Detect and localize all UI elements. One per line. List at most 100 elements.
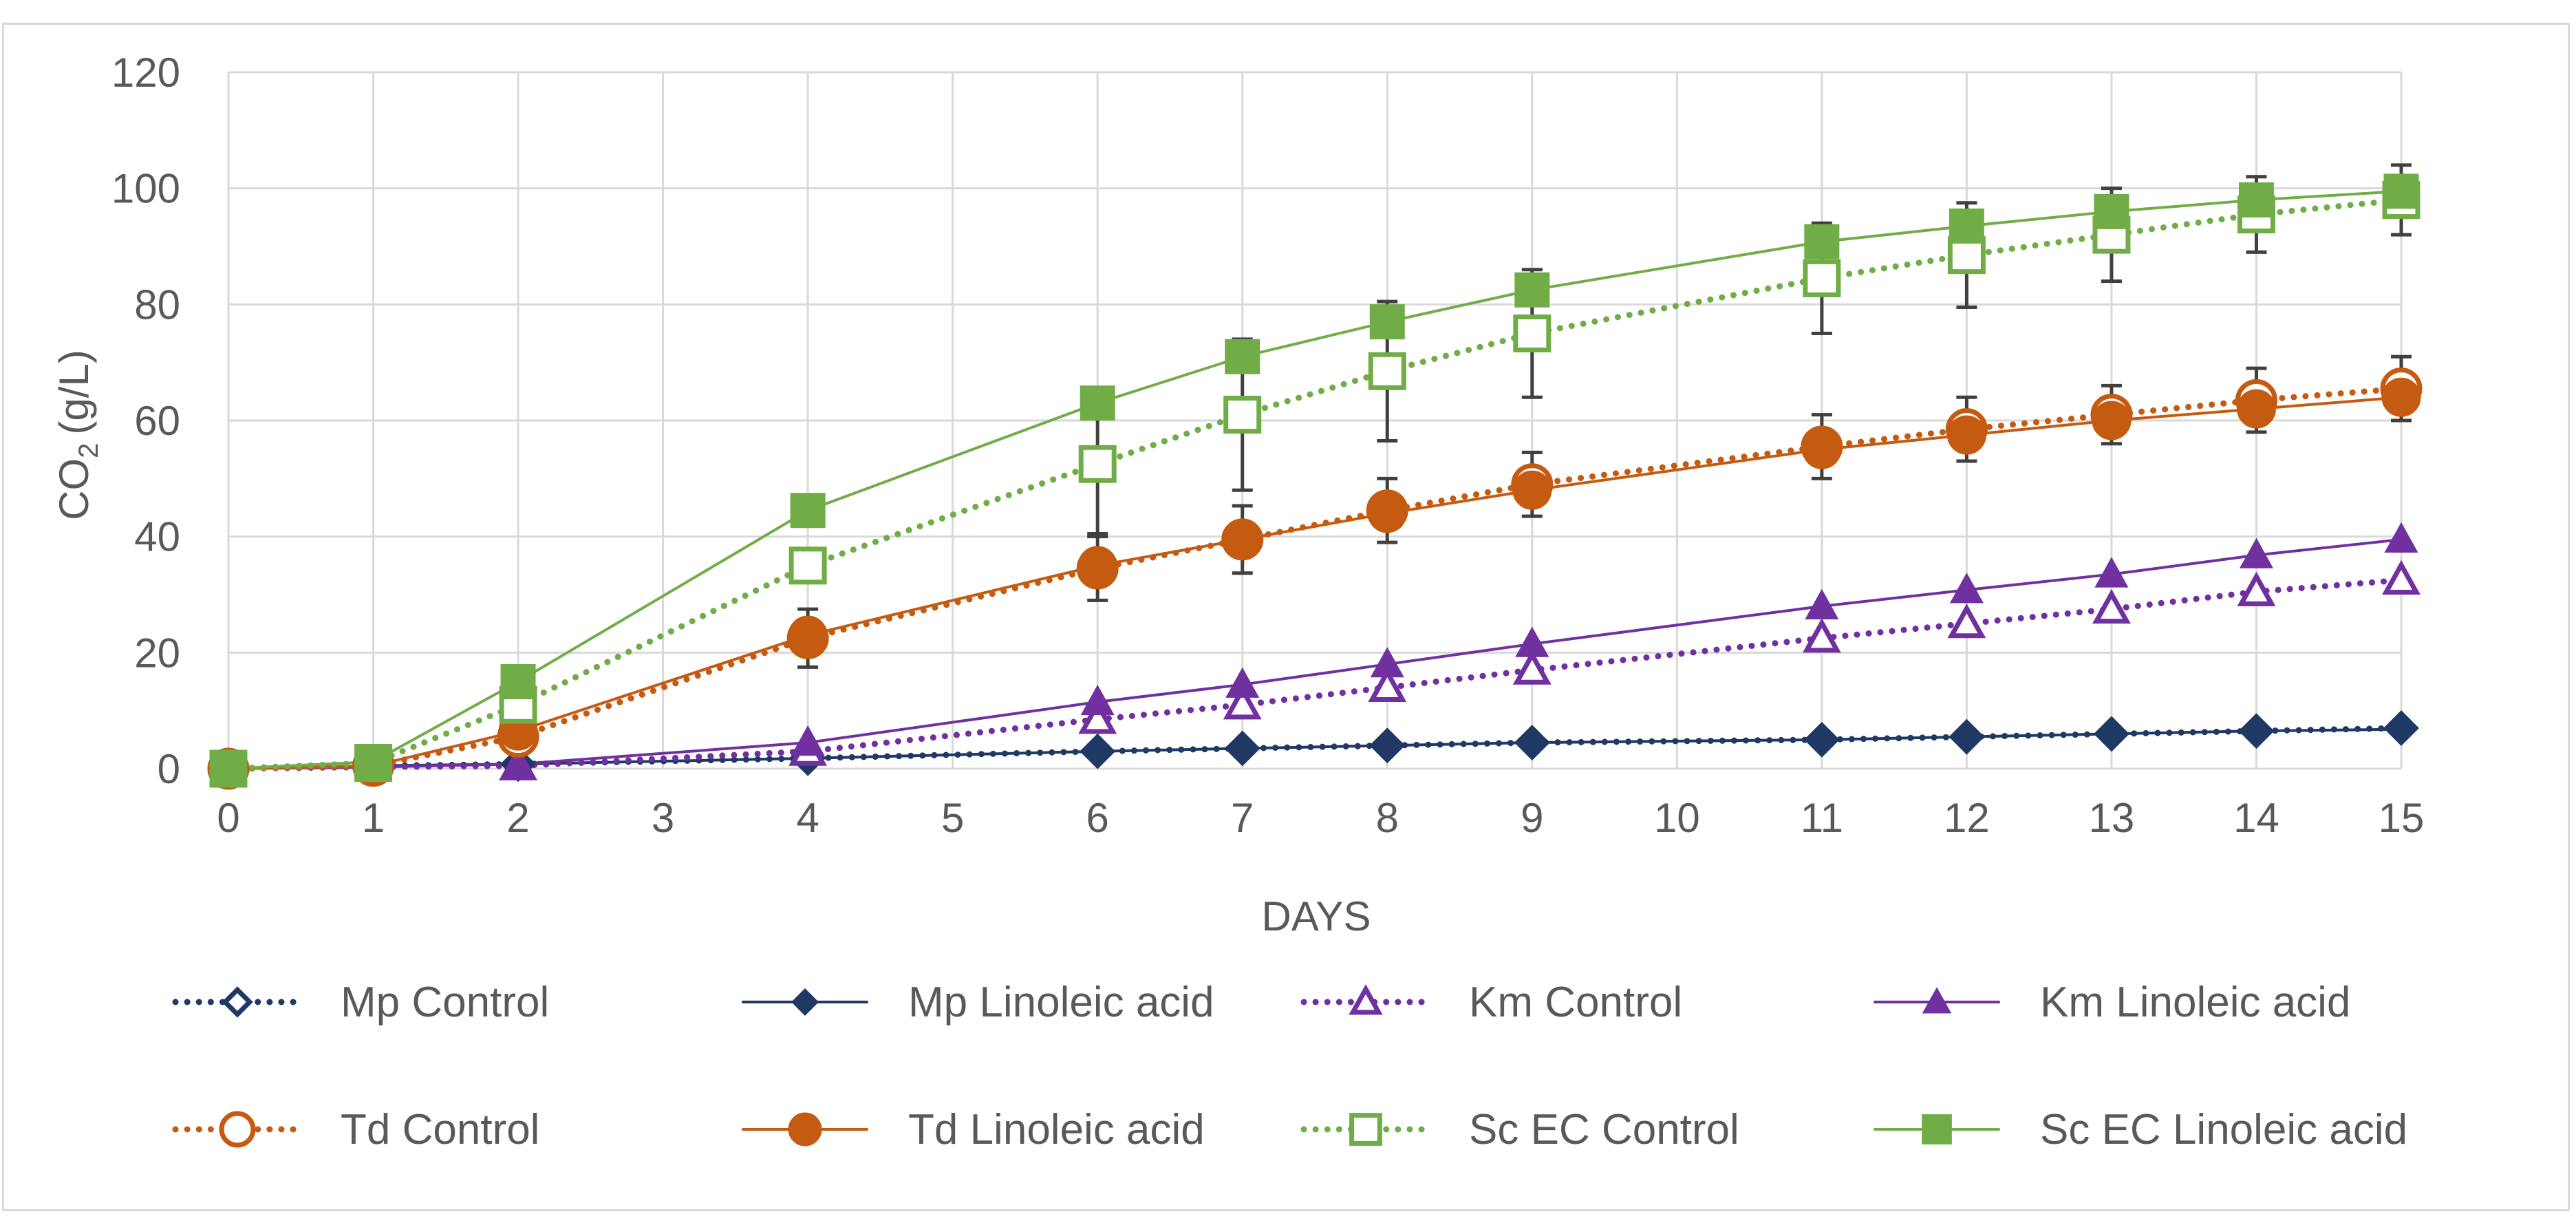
- data-point-5-3: [788, 615, 828, 655]
- legend-marker-4: [219, 1111, 256, 1148]
- legend-entry-0: Mp Control: [172, 979, 549, 1026]
- y-tick-label-100: 100: [111, 166, 180, 212]
- data-point-2-4: [1078, 699, 1117, 734]
- x-tick-label-8: 8: [1376, 795, 1399, 841]
- data-point-1-11: [2240, 715, 2273, 747]
- legend-label-5: Td Linoleic acid: [908, 1106, 1205, 1153]
- data-point-6-7: [1513, 315, 1552, 352]
- data-point-7-10: [2094, 193, 2129, 229]
- data-point-1-4: [1082, 735, 1114, 767]
- legend-entry-5: Td Linoleic acid: [742, 1106, 1205, 1153]
- data-point-2-10: [2092, 588, 2131, 624]
- data-point-1-6: [1371, 729, 1404, 762]
- data-point-5-12: [2381, 377, 2421, 417]
- data-point-7-3: [790, 493, 826, 529]
- y-axis-title-units: (g/L): [51, 350, 97, 434]
- data-point-5-4: [1077, 546, 1117, 586]
- data-point-2-7: [1512, 650, 1552, 685]
- data-point-5-5: [1223, 520, 1263, 560]
- legend-label-7: Sc EC Linoleic acid: [2040, 1106, 2407, 1153]
- series-line-1: [227, 727, 2403, 770]
- data-point-7-6: [1369, 304, 1405, 340]
- x-tick-label-4: 4: [796, 795, 819, 841]
- y-tick-label-0: 0: [158, 746, 180, 792]
- data-point-5-9: [1946, 415, 1986, 455]
- data-point-6-6: [1368, 352, 1406, 390]
- legend-label-6: Sc EC Control: [1469, 1106, 1739, 1153]
- data-point-7-9: [1949, 208, 1984, 244]
- grid-layer: [227, 71, 2403, 770]
- legend-marker-1: [791, 988, 819, 1016]
- data-point-5-7: [1512, 470, 1552, 510]
- legend-marker-2: [1349, 984, 1383, 1015]
- y-tick-label-80: 80: [134, 281, 180, 328]
- data-point-7-11: [2238, 182, 2274, 218]
- data-point-3-12: [2384, 522, 2418, 553]
- x-tick-label-5: 5: [941, 795, 964, 841]
- y-tick-label-20: 20: [134, 630, 180, 676]
- data-point-7-5: [1225, 339, 1260, 374]
- data-point-3-11: [2239, 537, 2274, 568]
- legend-label-0: Mp Control: [341, 979, 549, 1026]
- legend-entry-1: Mp Linoleic acid: [742, 979, 1214, 1026]
- legend-marker-3: [1922, 987, 1952, 1014]
- y-axis-title-subscript: 2: [74, 443, 104, 458]
- legend-entry-7: Sc EC Linoleic acid: [1874, 1106, 2407, 1153]
- y-axis-title-main: CO: [51, 458, 97, 520]
- data-point-3-2: [501, 747, 535, 778]
- data-point-7-8: [1804, 224, 1840, 259]
- series-layer: [225, 189, 2405, 772]
- y-tick-label-120: 120: [111, 50, 180, 96]
- legend: Mp Control Mp Linoleic acid Km Control Km L…: [172, 979, 2407, 1153]
- data-point-1-7: [1516, 726, 1548, 759]
- x-tick-label-1: 1: [362, 795, 385, 841]
- data-point-3-4: [1080, 684, 1115, 716]
- x-tick-label-2: 2: [506, 795, 529, 841]
- y-tick-label-60: 60: [134, 398, 180, 444]
- data-point-6-4: [1078, 445, 1117, 483]
- data-point-2-8: [1802, 618, 1841, 653]
- x-tick-label-13: 13: [2089, 795, 2135, 841]
- x-tick-label-9: 9: [1521, 795, 1543, 841]
- legend-entry-2: Km Control: [1300, 979, 1682, 1026]
- data-point-5-11: [2236, 389, 2276, 429]
- legend-marker-6: [1349, 1113, 1382, 1146]
- x-tick-label-15: 15: [2379, 795, 2425, 841]
- x-tick-label-12: 12: [1944, 795, 1990, 841]
- data-point-5-8: [1802, 429, 1842, 469]
- data-point-1-10: [2095, 718, 2128, 750]
- x-tick-label-14: 14: [2233, 795, 2279, 841]
- legend-marker-5: [788, 1112, 822, 1147]
- legend-entry-6: Sc EC Control: [1300, 1106, 1739, 1153]
- y-tick-label-40: 40: [134, 514, 180, 560]
- data-point-6-8: [1803, 259, 1841, 297]
- legend-marker-0: [222, 986, 253, 1018]
- data-point-2-5: [1223, 685, 1262, 720]
- legend-entry-4: Td Control: [172, 1106, 539, 1153]
- data-point-3-6: [1370, 647, 1404, 678]
- data-point-3-10: [2094, 557, 2129, 588]
- data-point-6-3: [788, 546, 827, 585]
- y-axis-title: CO2 (g/L): [51, 350, 104, 520]
- data-point-2-11: [2237, 571, 2276, 606]
- data-point-2-6: [1368, 667, 1407, 703]
- data-point-2-12: [2382, 560, 2421, 595]
- data-point-5-10: [2092, 401, 2132, 440]
- data-point-6-5: [1223, 396, 1262, 434]
- data-point-2-9: [1947, 603, 1986, 639]
- data-point-5-6: [1367, 493, 1407, 533]
- legend-label-2: Km Control: [1469, 979, 1682, 1026]
- marker-layer: [207, 173, 2423, 790]
- series-line-7: [227, 189, 2403, 770]
- data-point-3-7: [1515, 626, 1549, 657]
- legend-entry-3: Km Linoleic acid: [1874, 979, 2350, 1026]
- data-point-3-5: [1225, 667, 1260, 698]
- data-point-7-4: [1080, 385, 1115, 421]
- x-tick-label-0: 0: [217, 795, 239, 841]
- data-point-7-1: [356, 744, 391, 780]
- x-axis-title: DAYS: [1262, 893, 1371, 939]
- x-tick-label-6: 6: [1086, 795, 1109, 841]
- legend-label-4: Td Control: [341, 1106, 539, 1153]
